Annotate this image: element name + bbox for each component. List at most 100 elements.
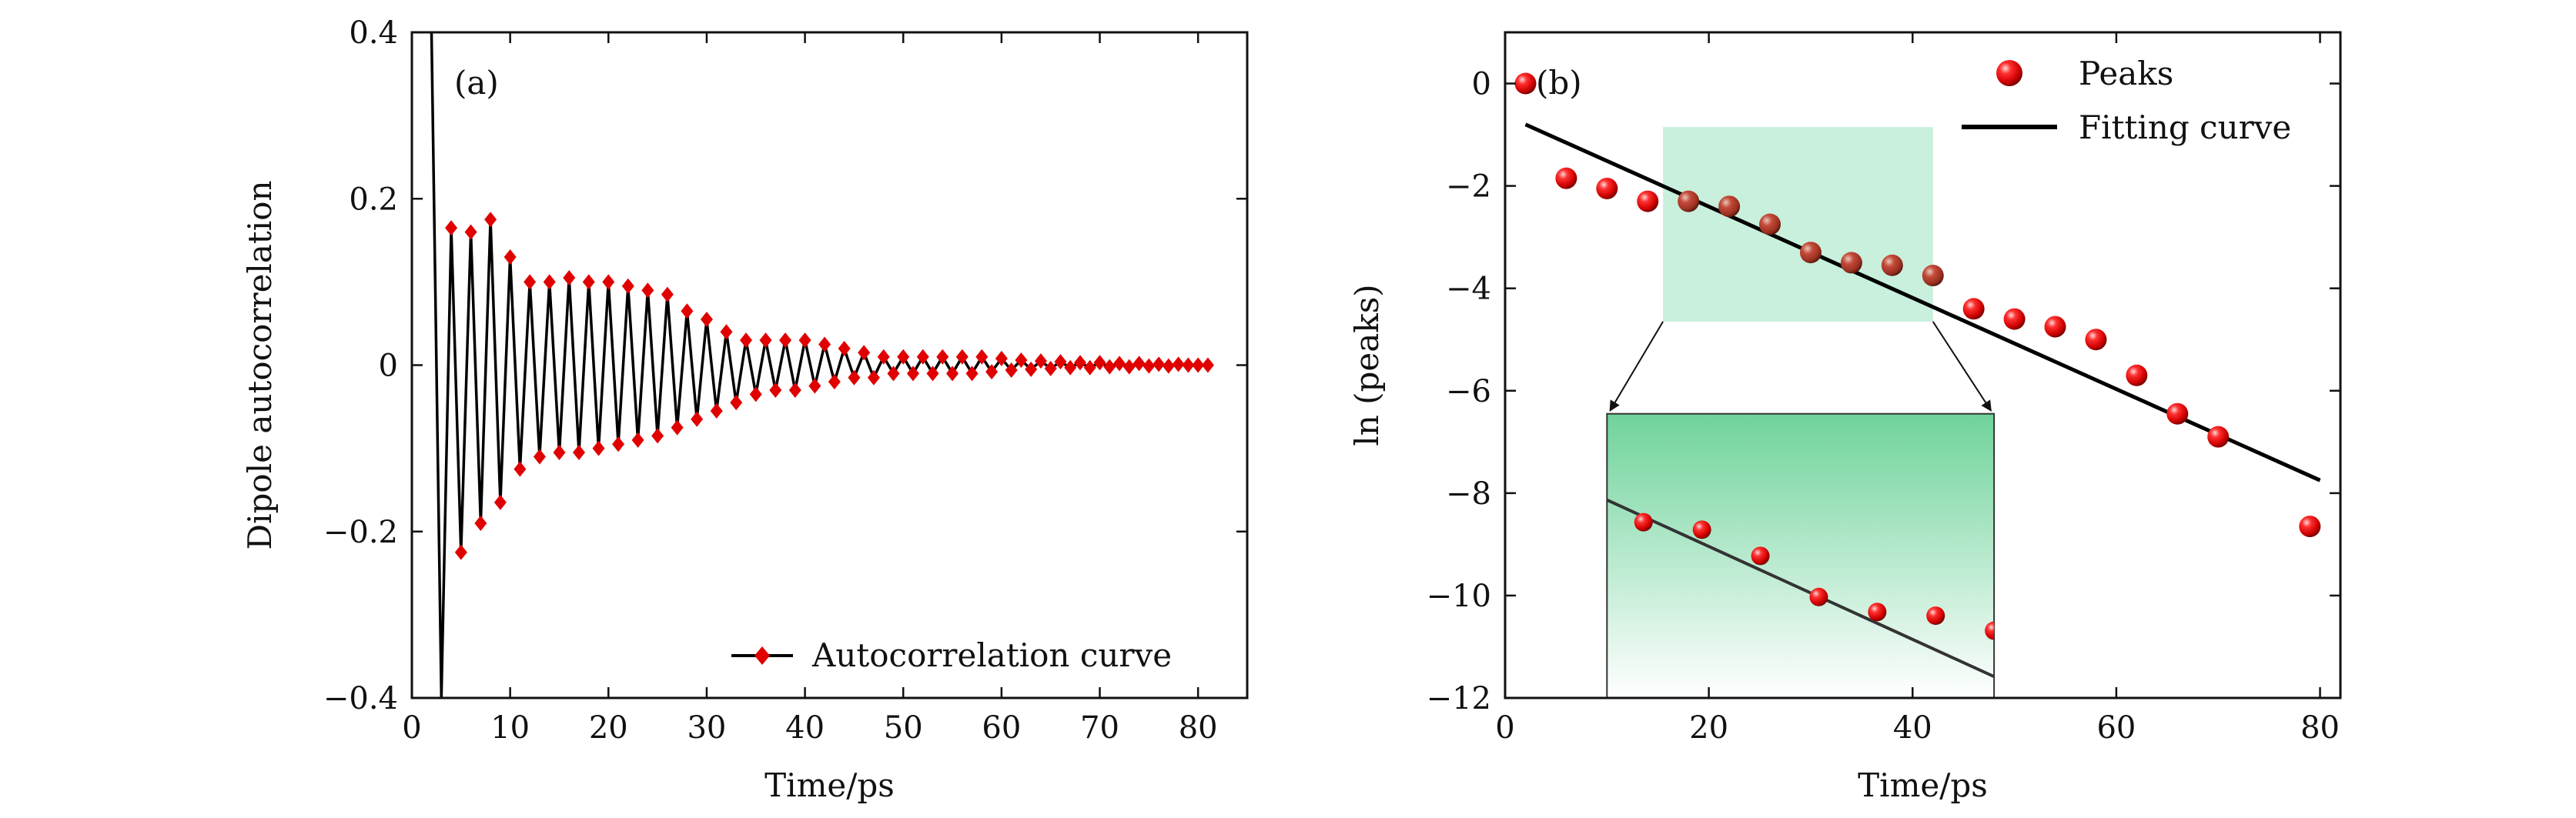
panel-b-y-tick-label: −2: [1446, 169, 1491, 205]
legend-label-fitting-curve: Fitting curve: [2079, 109, 2291, 146]
autocorrelation-marker: [907, 366, 919, 382]
panel-b: 0 20 40 60 80 −12 −10 −8 −6 −4 −2 0 (b) Time/ps ln …: [1348, 31, 2342, 804]
autocorrelation-marker: [514, 461, 527, 477]
autocorrelation-marker: [730, 395, 743, 411]
panel-a-y-tick-label: 0: [379, 349, 398, 384]
autocorrelation-marker: [877, 349, 890, 365]
legend-marker-autocorrelation: [754, 646, 770, 665]
panel-a-label: (a): [454, 64, 499, 102]
autocorrelation-marker: [1122, 359, 1136, 375]
autocorrelation-marker: [769, 382, 782, 398]
zoom-highlight-region: [1663, 127, 1933, 322]
panel-a-legend: Autocorrelation curve: [731, 636, 1172, 674]
autocorrelation-marker: [553, 445, 566, 461]
autocorrelation-marker: [916, 349, 929, 365]
peak-point: [2166, 402, 2189, 425]
autocorrelation-marker: [543, 274, 556, 290]
autocorrelation-marker: [474, 515, 487, 531]
autocorrelation-marker: [818, 336, 831, 352]
inset-panel: [1606, 412, 1996, 698]
inset-peak-point: [1809, 587, 1828, 606]
autocorrelation-marker: [631, 432, 644, 448]
autocorrelation-marker: [582, 274, 595, 290]
panel-b-y-tick-label: −8: [1446, 476, 1491, 512]
autocorrelation-marker: [946, 366, 959, 382]
autocorrelation-marker: [1044, 360, 1057, 376]
panel-a-y-tick-label: −0.2: [323, 515, 398, 550]
autocorrelation-marker: [661, 286, 674, 302]
panel-b-frame: [1504, 31, 2342, 699]
panel-b-y-tick-label: −12: [1427, 681, 1491, 716]
autocorrelation-marker: [897, 349, 910, 365]
panel-b-x-tick-label: 40: [1893, 710, 1932, 746]
panel-b-x-tick-label: 0: [1495, 710, 1514, 746]
autocorrelation-marker: [592, 440, 605, 456]
panel-a-x-tick-label: 40: [785, 710, 825, 746]
autocorrelation-marker: [503, 249, 517, 265]
legend-marker-peaks: [1996, 60, 2022, 86]
autocorrelation-marker: [740, 332, 752, 349]
autocorrelation-marker: [1015, 352, 1028, 369]
panel-b-y-axis-title: ln (peaks): [1348, 284, 1386, 446]
peak-point: [1881, 254, 1903, 276]
autocorrelation-marker: [808, 378, 821, 394]
inset-content: [1607, 498, 1995, 679]
panel-a-x-tick-label: 10: [490, 710, 530, 746]
peak-point: [1514, 72, 1537, 95]
autocorrelation-marker: [1083, 359, 1096, 376]
peak-point: [2207, 426, 2230, 448]
inset-peak-point: [1692, 520, 1711, 539]
autocorrelation-marker: [749, 386, 762, 402]
panel-a-x-tick-label: 70: [1080, 710, 1119, 746]
autocorrelation-marker: [691, 411, 704, 427]
panel-a-x-tick-label: 0: [402, 710, 421, 746]
autocorrelation-marker: [1192, 357, 1205, 373]
autocorrelation-marker: [621, 278, 634, 294]
panel-a-y-tick-label: 0.4: [349, 15, 398, 51]
panel-b-x-tick-label: 80: [2300, 710, 2340, 746]
autocorrelation-marker: [1103, 359, 1116, 375]
inset-peak-point: [1868, 603, 1887, 622]
peak-point: [2299, 516, 2321, 538]
autocorrelation-marker: [926, 366, 939, 382]
autocorrelation-marker: [1113, 356, 1126, 372]
autocorrelation-marker: [985, 364, 999, 380]
autocorrelation-marker: [1201, 357, 1214, 373]
peak-point: [1799, 242, 1822, 264]
peak-point: [1759, 213, 1781, 235]
inset-peak-point: [1926, 606, 1945, 626]
autocorrelation-marker: [838, 340, 851, 356]
autocorrelation-marker: [573, 445, 585, 461]
panel-b-x-tick-label: 20: [1689, 710, 1728, 746]
autocorrelation-marker: [1074, 355, 1086, 371]
panel-a-y-axis-title: Dipole autocorrelation: [241, 180, 279, 549]
inset-connector-left: [1609, 321, 1664, 412]
autocorrelation-marker: [602, 274, 615, 290]
autocorrelation-marker: [1064, 359, 1077, 376]
peak-point: [2085, 329, 2107, 351]
panel-b-y-tick-label: −10: [1427, 579, 1491, 614]
autocorrelation-marker: [671, 419, 684, 436]
panel-b-x-tick-label: 60: [2096, 710, 2136, 746]
autocorrelation-marker: [700, 312, 713, 328]
panel-b-y-tick-label: −4: [1446, 272, 1491, 307]
peak-point: [1840, 252, 1862, 274]
autocorrelation-marker: [1142, 358, 1156, 374]
panel-a: 0 10 20 30 40 50 60 70 80 −0.4 −0.2 0 0.2 0.4 (a) Tim…: [241, 15, 1249, 804]
legend-label-autocorrelation: Autocorrelation curve: [811, 636, 1172, 674]
autocorrelation-marker: [788, 382, 801, 398]
autocorrelation-marker: [1182, 357, 1195, 373]
panel-a-y-tick-label: 0.2: [349, 182, 398, 217]
autocorrelation-marker: [464, 224, 477, 240]
autocorrelation-marker: [887, 366, 900, 382]
inset-fitting-curve-line: [1607, 498, 1995, 679]
peak-point: [1555, 167, 1577, 189]
panel-b-legend: Peaks Fitting curve: [1962, 55, 2291, 146]
peak-point: [1596, 177, 1618, 199]
peak-point: [2126, 364, 2148, 386]
autocorrelation-marker: [612, 436, 625, 452]
panel-a-x-tick-label: 80: [1179, 710, 1218, 746]
peak-point: [2003, 308, 2026, 330]
peak-point: [2044, 316, 2066, 338]
